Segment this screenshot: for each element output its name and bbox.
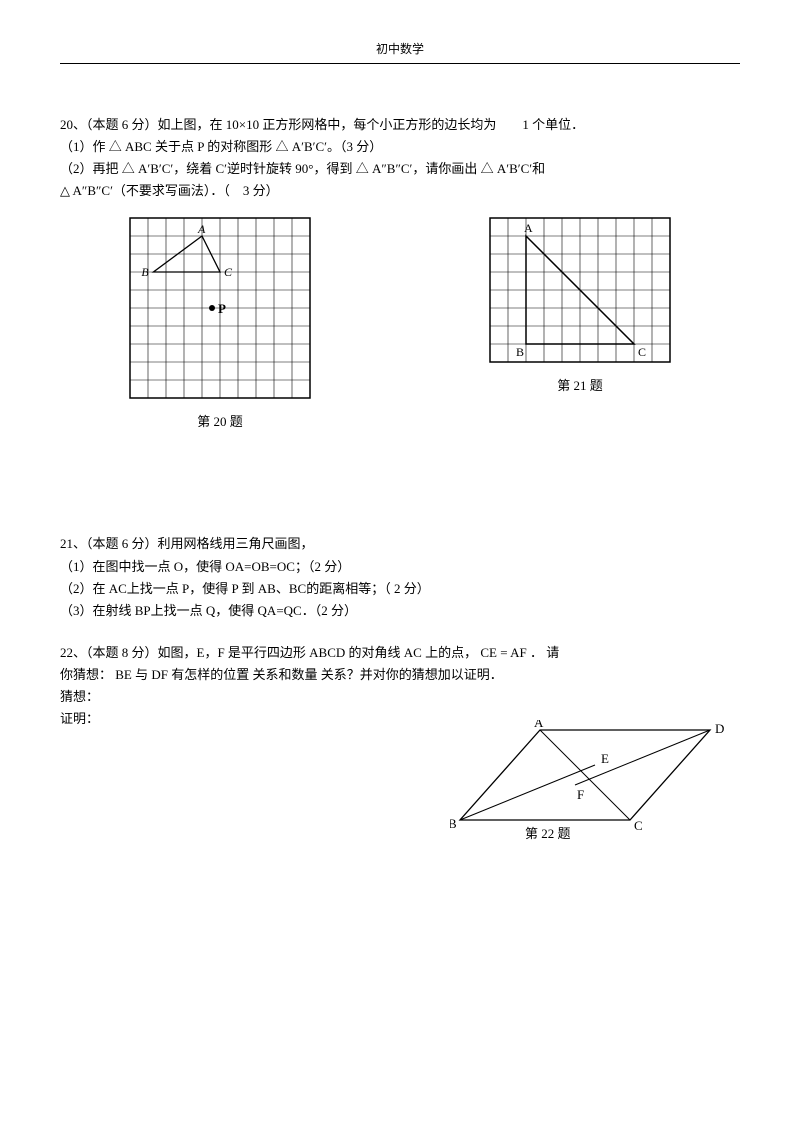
svg-text:D: D [715,721,724,736]
header-title: 初中数学 [376,42,424,56]
q22-line1: 22、（本题 8 分）如图，E，F 是平行四边形 ABCD 的对角线 AC 上的… [60,642,740,664]
q21-line3: （2）在 AC上找一点 P，使得 P 到 AB、BC的距离相等；（ 2 分） [60,578,740,600]
svg-text:第 22 题: 第 22 题 [525,826,571,841]
svg-text:E: E [601,751,609,766]
q21-line4: （3）在射线 BP上找一点 Q，使得 QA=QC．（2 分） [60,600,740,622]
figure-21-svg: A B C [489,217,671,363]
svg-text:A: A [524,221,533,235]
svg-text:C: C [638,345,646,359]
svg-text:C: C [224,265,233,279]
svg-text:F: F [577,787,584,802]
q22-line3: 猜想： [60,686,740,708]
figures-row: A B C P 第 20 题 A B C 第 21 题 [60,217,740,433]
figure-21-block: A B C 第 21 题 [489,217,671,433]
svg-text:P: P [218,301,226,316]
q21-line2: （1）在图中找一点 O，使得 OA=OB=OC；（2 分） [60,556,740,578]
svg-text:B: B [516,345,524,359]
figure-20-block: A B C P 第 20 题 [129,217,311,433]
q20-line2: （1）作 △ ABC 关于点 P 的对称图形 △ A′B′C′。（3 分） [60,136,740,158]
question-22: 22、（本题 8 分）如图，E，F 是平行四边形 ABCD 的对角线 AC 上的… [60,642,740,857]
figure-20-svg: A B C P [129,217,311,399]
figure-21-caption: 第 21 题 [557,375,603,397]
question-21: 21、（本题 6 分）利用网格线用三角尺画图， （1）在图中找一点 O，使得 O… [60,533,740,621]
figure-22-svg: A B C D E F 第 22 题 [450,720,730,850]
spacer [60,453,740,533]
q20-line4: △ A″B″C′（不要求写画法）．（ 3 分） [60,180,740,202]
q21-line1: 21、（本题 6 分）利用网格线用三角尺画图， [60,533,740,555]
svg-text:B: B [141,265,149,279]
figure-20-caption: 第 20 题 [197,411,243,433]
q20-line1: 20、（本题 6 分）如上图，在 10×10 正方形网格中，每个小正方形的边长均… [60,114,740,136]
svg-text:A: A [534,720,544,730]
question-20: 20、（本题 6 分）如上图，在 10×10 正方形网格中，每个小正方形的边长均… [60,114,740,433]
svg-text:B: B [450,816,457,831]
q20-line3: （2）再把 △ A′B′C′，绕着 C′逆时针旋转 90°，得到 △ A″B″C… [60,158,740,180]
figure-22-block: A B C D E F 第 22 题 [450,720,730,857]
page-header: 初中数学 [60,40,740,64]
q22-line2: 你猜想： BE 与 DF 有怎样的位置 关系和数量 关系？并对你的猜想加以证明． [60,664,740,686]
svg-text:A: A [197,222,206,236]
svg-text:C: C [634,818,643,833]
